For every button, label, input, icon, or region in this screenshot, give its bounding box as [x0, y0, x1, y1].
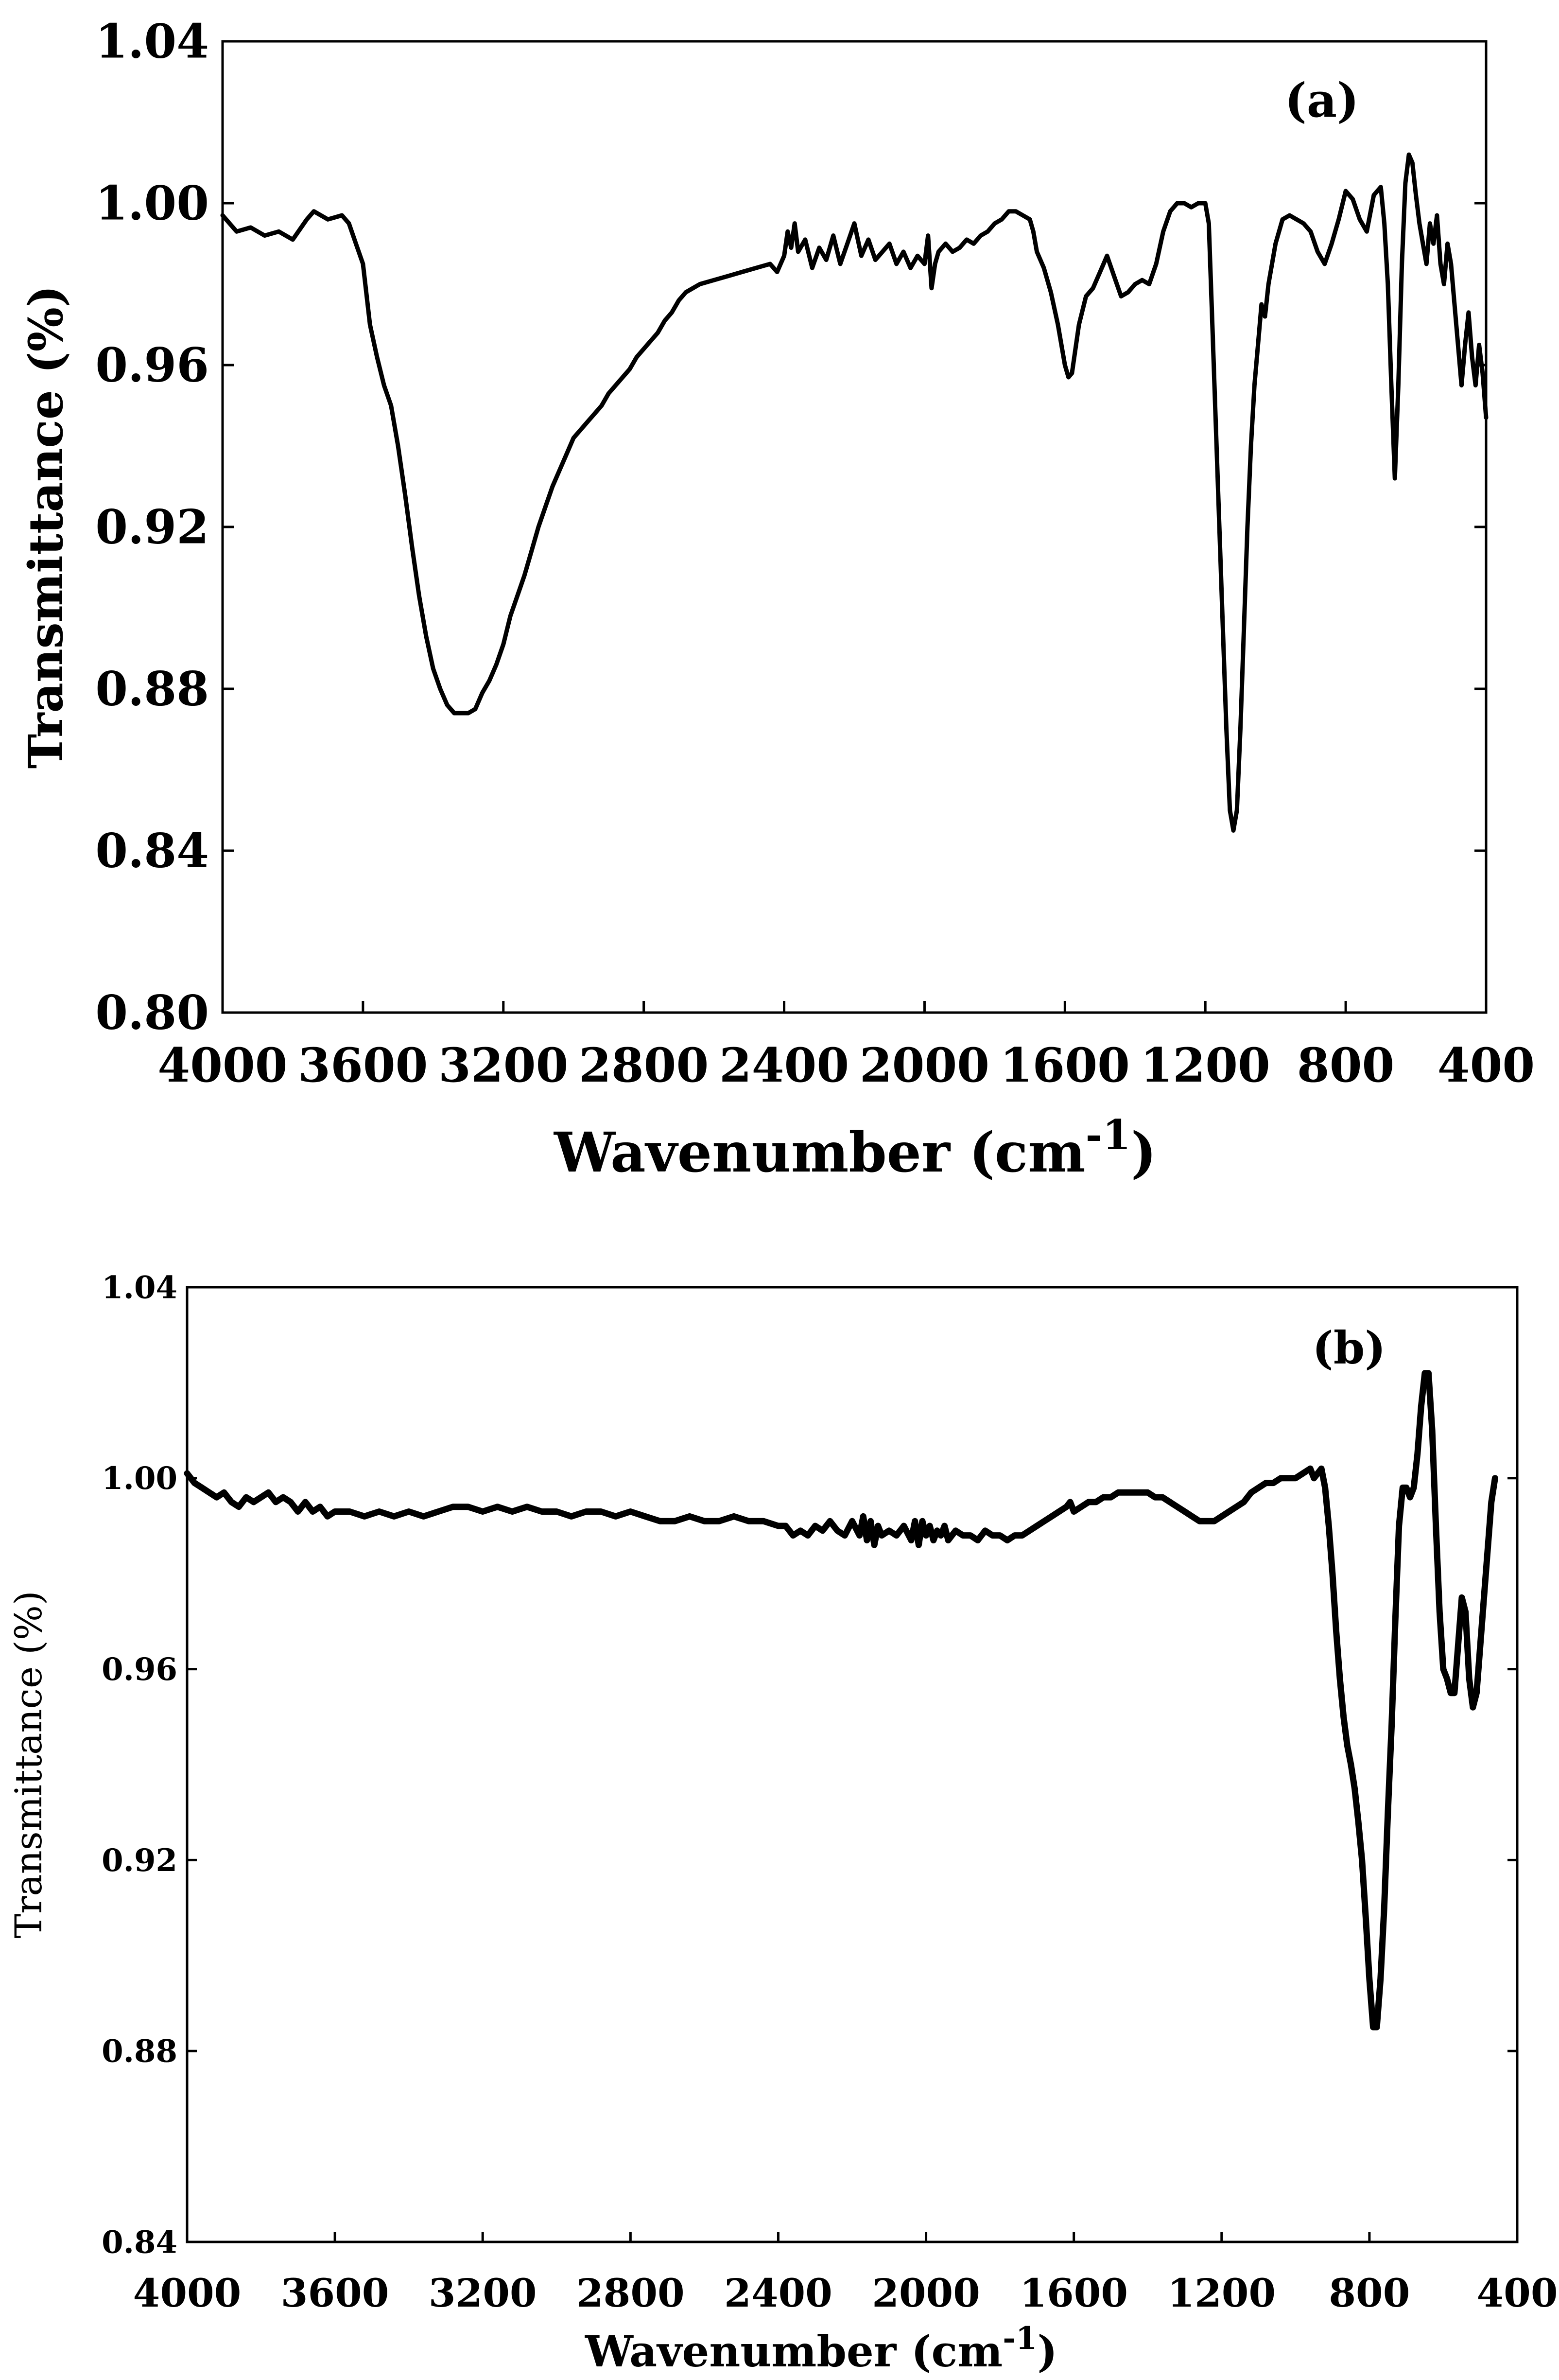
x-axis-title-main: Wavenumber (cm	[554, 1121, 1086, 1185]
y-tick-label: 1.04	[102, 1269, 177, 1306]
x-tick-label: 2800	[576, 2270, 685, 2316]
x-axis: 4000 3600 3200 2800 2400 2000 1600 1200 800 400	[157, 1001, 1535, 1093]
chart-panel-a: 0.80 0.84 0.88 0.92 0.96 1.00 1.04 4000 3600 320…	[18, 14, 1535, 1185]
panel-label: (b)	[1312, 1322, 1386, 1374]
x-tick-label: 4000	[133, 2270, 242, 2316]
x-axis-title: Wavenumber (cm-1)	[554, 1111, 1157, 1185]
y-tick-label: 1.04	[95, 14, 209, 69]
panel-label: (a)	[1284, 73, 1359, 128]
spectrum-line	[184, 1370, 1498, 2030]
y-axis: 0.80 0.84 0.88 0.92 0.96 1.00 1.04	[95, 14, 1486, 1040]
x-tick-label: 4000	[157, 1038, 287, 1093]
chart-panel-b: 0.84 0.88 0.92 0.96 1.00 1.04 4000 3600 3200 280…	[7, 1269, 1558, 2377]
x-axis-title-superscript: -1	[1086, 1111, 1131, 1159]
y-axis-title: Transmittance (%)	[7, 1591, 50, 1938]
x-tick-label: 800	[1297, 1038, 1394, 1093]
x-tick-label: 3200	[429, 2270, 537, 2316]
x-axis-title: Wavenumber (cm-1)	[585, 2320, 1057, 2377]
y-tick-label: 0.92	[102, 1842, 177, 1879]
x-axis-title-superscript: -1	[1003, 2320, 1037, 2357]
x-tick-label: 2800	[579, 1038, 709, 1093]
x-axis-title-close: )	[1131, 1121, 1157, 1185]
x-tick-label: 2000	[872, 2270, 980, 2316]
x-tick-label: 1200	[1167, 2270, 1276, 2316]
y-tick-label: 0.84	[102, 2224, 177, 2260]
x-tick-label: 3600	[281, 2270, 389, 2316]
y-tick-label: 0.88	[95, 662, 209, 717]
plot-area-frame	[221, 40, 1488, 1014]
spectrum-line	[220, 152, 1489, 833]
y-tick-label: 1.00	[102, 1460, 177, 1497]
plot-area-frame	[186, 1286, 1519, 2243]
y-tick-label: 0.80	[95, 985, 209, 1040]
x-axis-title-close: )	[1037, 2326, 1057, 2377]
x-tick-label: 400	[1438, 1038, 1535, 1093]
x-tick-label: 2400	[719, 1038, 849, 1093]
x-tick-label: 3600	[298, 1038, 428, 1093]
y-tick-label: 0.88	[102, 2033, 177, 2070]
y-axis-title: Transmittance (%)	[18, 285, 73, 769]
y-tick-label: 1.00	[95, 176, 209, 231]
x-tick-label: 1200	[1141, 1038, 1270, 1093]
y-tick-label: 0.84	[95, 823, 209, 878]
x-tick-label: 3200	[438, 1038, 568, 1093]
x-tick-label: 400	[1477, 2270, 1558, 2316]
y-tick-label: 0.96	[95, 338, 209, 393]
y-tick-label: 0.92	[95, 500, 209, 555]
y-tick-label: 0.96	[102, 1651, 177, 1688]
x-axis: 4000 3600 3200 2800 2400 2000 1600 1200 800 400	[133, 2232, 1558, 2316]
x-tick-label: 1600	[1000, 1038, 1130, 1093]
x-tick-label: 2400	[724, 2270, 832, 2316]
y-axis: 0.84 0.88 0.92 0.96 1.00 1.04	[102, 1269, 1517, 2260]
x-tick-label: 2000	[860, 1038, 989, 1093]
x-axis-title-main: Wavenumber (cm	[585, 2326, 1003, 2377]
x-tick-label: 1600	[1020, 2270, 1128, 2316]
x-tick-label: 800	[1329, 2270, 1410, 2316]
